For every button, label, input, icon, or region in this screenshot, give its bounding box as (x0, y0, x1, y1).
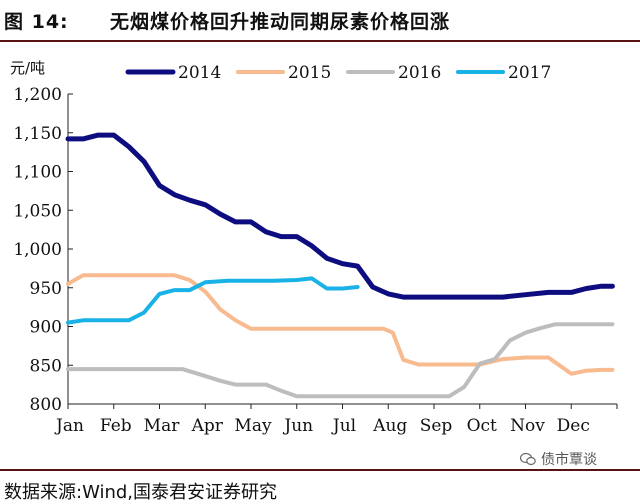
footer-divider (0, 469, 640, 471)
y-tick-label: 1,200 (13, 85, 62, 105)
y-tick-label: 1,050 (13, 201, 62, 221)
legend-label: 2015 (288, 63, 331, 83)
y-tick-label: 1,100 (13, 163, 62, 183)
legend-label: 2017 (508, 63, 551, 83)
y-tick-label: 1,000 (13, 240, 62, 260)
series-line-2014 (65, 132, 615, 300)
x-tick-label: Jun (282, 416, 313, 436)
y-axis-label: 元/吨 (10, 59, 45, 77)
x-tick-label: Nov (510, 416, 545, 436)
line-chart: 800 850 900 950 1,000 1,050 1,100 1,150 1,200 Jan… (10, 59, 618, 436)
figure-title-bar: 图 14: 无烟煤价格回升推动同期尿素价格回涨 (0, 0, 640, 40)
x-tick-label: Apr (191, 416, 224, 436)
x-tick-label: Sep (420, 416, 453, 436)
y-tick-label: 1,150 (13, 124, 62, 144)
watermark-text: 债市覃谈 (541, 452, 597, 468)
title-divider (0, 40, 640, 42)
y-tick-label: 800 (30, 395, 62, 415)
series-line-2017 (66, 276, 360, 325)
figure-title: 无烟煤价格回升推动同期尿素价格回涨 (110, 10, 451, 33)
data-source: 数据来源:Wind,国泰君安证券研究 (4, 482, 278, 503)
watermark: 债市覃谈 (520, 449, 597, 469)
y-tick-label: 850 (30, 356, 62, 376)
x-tick-label: Jan (54, 416, 84, 436)
wechat-icon (520, 452, 536, 466)
y-tick-label: 950 (30, 279, 62, 299)
x-tick-label: Mar (144, 416, 181, 436)
figure-label: 图 14: (4, 10, 69, 33)
x-tick-label: Dec (557, 416, 590, 436)
series-line-2016 (66, 322, 615, 399)
x-tick-label: Aug (372, 416, 407, 436)
y-tick-label: 900 (30, 318, 62, 338)
series-line-2015 (66, 273, 615, 376)
legend-label: 2014 (178, 63, 221, 83)
x-tick-label: Oct (467, 416, 497, 436)
x-tick-label: May (234, 416, 272, 436)
x-tick-label: Feb (100, 416, 132, 436)
x-tick-label: Jul (331, 416, 356, 436)
legend-label: 2016 (398, 63, 441, 83)
